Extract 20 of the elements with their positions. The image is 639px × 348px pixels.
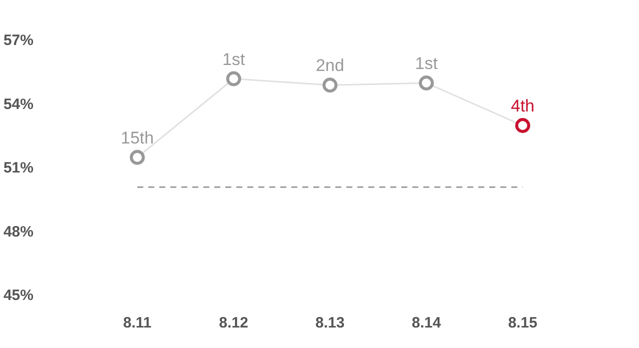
annotation: 4th [510, 96, 535, 116]
y-tick-label: 51% [3, 160, 34, 176]
point [130, 150, 145, 165]
point [226, 71, 242, 86]
y-tick-label: 45% [3, 287, 34, 304]
annotation: 15th [120, 128, 154, 148]
point [418, 76, 434, 90]
point [515, 118, 530, 133]
x-tick-label: 8.11 [123, 314, 152, 332]
x-tick-label: 8.14 [412, 314, 442, 332]
annotation: 2nd [316, 56, 344, 76]
y-tick-label: 54% [3, 96, 34, 113]
x-tick-label: 8.12 [219, 314, 248, 332]
x-tick-label: 8.13 [315, 314, 345, 332]
point [322, 78, 338, 93]
x-tick-label: 8.15 [508, 314, 538, 332]
annotation: 1st [415, 54, 438, 73]
y-tick-label: 57% [3, 32, 34, 49]
y-tick-label: 48% [3, 223, 34, 240]
annotation: 1st [222, 50, 246, 69]
